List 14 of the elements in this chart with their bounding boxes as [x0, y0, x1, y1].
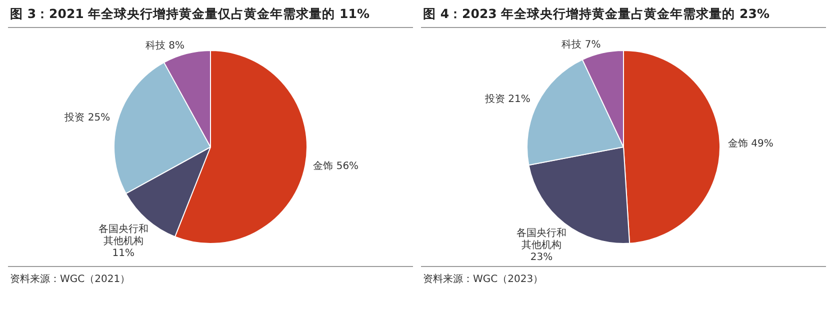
slice-label: 科技 8% [145, 39, 185, 52]
slice-label: 金饰 49% [728, 137, 774, 150]
text: 资料来源：WGC（2023） [421, 266, 826, 286]
slice-label: 各国央行和其他机构 [98, 222, 148, 247]
slice-label: 金饰 56% [313, 160, 359, 172]
slice-label: 投资 21% [484, 93, 530, 106]
chart-title: 图 3：2021 年全球央行增持黄金量仅占黄金年需求量的 11% [8, 0, 413, 28]
data-label: 23% [530, 252, 553, 264]
slice-label: 各国央行和其他机构 [516, 227, 566, 252]
text: 资料来源：WGC（2021） [8, 266, 413, 286]
chart-title: 图 4：2023 年全球央行增持黄金量占黄金年需求量的 23% [421, 0, 826, 28]
data-label: 11% [112, 248, 135, 259]
slice-label: 投资 25% [64, 111, 110, 124]
slice-label: 科技 7% [562, 38, 601, 51]
